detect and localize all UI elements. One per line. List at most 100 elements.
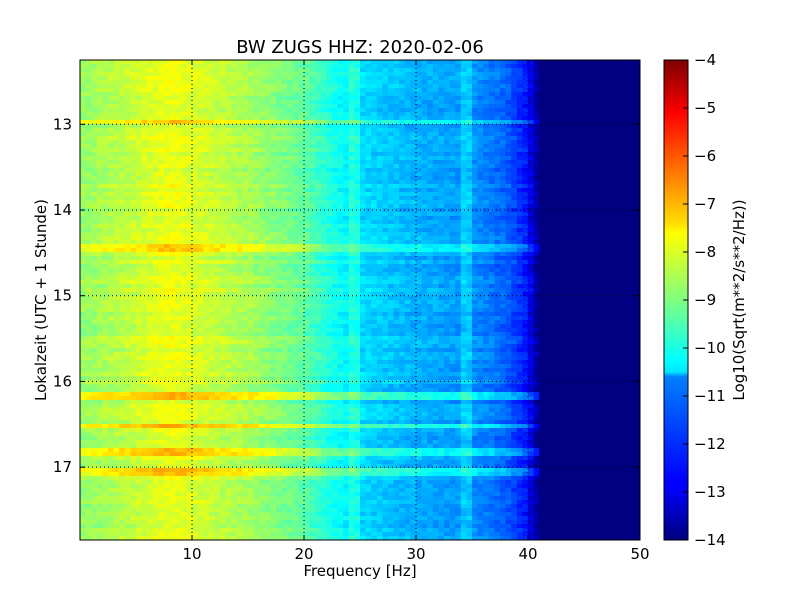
heatmap-cell: [113, 88, 120, 93]
heatmap-cell: [348, 228, 355, 233]
heatmap-cell: [623, 80, 630, 85]
heatmap-cell: [444, 148, 451, 153]
heatmap-cell: [628, 248, 635, 253]
heatmap-cell: [119, 180, 126, 185]
heatmap-cell: [572, 112, 579, 117]
heatmap-cell: [595, 80, 602, 85]
heatmap-cell: [169, 180, 176, 185]
heatmap-cell: [628, 164, 635, 169]
heatmap-cell: [438, 204, 445, 209]
heatmap-cell: [259, 72, 266, 77]
heatmap-cell: [158, 72, 165, 77]
heatmap-cell: [634, 232, 640, 237]
heatmap-cell: [276, 168, 283, 173]
heatmap-cell: [214, 148, 221, 153]
heatmap-cell: [164, 160, 171, 165]
heatmap-cell: [242, 76, 249, 81]
heatmap-cell: [253, 84, 260, 89]
heatmap-cell: [169, 96, 176, 101]
heatmap-cell: [236, 96, 243, 101]
heatmap-cell: [91, 140, 98, 145]
heatmap-cell: [203, 88, 210, 93]
heatmap-cell: [584, 212, 591, 217]
heatmap-cell: [343, 120, 350, 125]
heatmap-cell: [158, 256, 165, 261]
heatmap-cell: [332, 168, 339, 173]
heatmap-cell: [438, 196, 445, 201]
heatmap-cell: [326, 108, 333, 113]
heatmap-cell: [348, 136, 355, 141]
heatmap-cell: [444, 132, 451, 137]
heatmap-cell: [500, 220, 507, 225]
heatmap-cell: [399, 68, 406, 73]
heatmap-cell: [589, 164, 596, 169]
heatmap-cell: [410, 188, 417, 193]
heatmap-cell: [393, 228, 400, 233]
heatmap-cell: [550, 212, 557, 217]
heatmap-cell: [287, 68, 294, 73]
heatmap-cell: [175, 176, 182, 181]
heatmap-cell: [169, 104, 176, 109]
heatmap-cell: [119, 196, 126, 201]
heatmap-cell: [158, 68, 165, 73]
heatmap-cell: [136, 244, 143, 249]
heatmap-cell: [292, 128, 299, 133]
heatmap-cell: [572, 88, 579, 93]
heatmap-cell: [236, 116, 243, 121]
heatmap-cell: [528, 168, 535, 173]
heatmap-cell: [253, 76, 260, 81]
heatmap-cell: [208, 108, 215, 113]
heatmap-cell: [208, 212, 215, 217]
heatmap-cell: [242, 136, 249, 141]
heatmap-cell: [85, 116, 92, 121]
heatmap-cell: [612, 112, 619, 117]
heatmap-cell: [360, 208, 367, 213]
heatmap-cell: [253, 168, 260, 173]
heatmap-cell: [119, 152, 126, 157]
heatmap-cell: [141, 236, 148, 241]
heatmap-cell: [438, 256, 445, 261]
heatmap-cell: [477, 256, 484, 261]
heatmap-cell: [208, 128, 215, 133]
heatmap-cell: [421, 248, 428, 253]
heatmap-cell: [236, 240, 243, 245]
heatmap-cell: [466, 252, 473, 257]
heatmap-cell: [180, 160, 187, 165]
heatmap-cell: [326, 128, 333, 133]
heatmap-cell: [158, 128, 165, 133]
heatmap-cell: [147, 80, 154, 85]
heatmap-cell: [488, 228, 495, 233]
heatmap-cell: [253, 196, 260, 201]
heatmap-cell: [203, 220, 210, 225]
heatmap-cell: [298, 168, 305, 173]
heatmap-cell: [511, 212, 518, 217]
heatmap-cell: [197, 172, 204, 177]
heatmap-cell: [511, 64, 518, 69]
heatmap-cell: [578, 244, 585, 249]
heatmap-cell: [248, 216, 255, 221]
heatmap-cell: [606, 156, 613, 161]
heatmap-cell: [455, 204, 462, 209]
heatmap-cell: [444, 88, 451, 93]
heatmap-cell: [623, 188, 630, 193]
heatmap-cell: [180, 172, 187, 177]
heatmap-cell: [259, 180, 266, 185]
heatmap-cell: [589, 76, 596, 81]
heatmap-cell: [326, 120, 333, 125]
heatmap-cell: [248, 224, 255, 229]
heatmap-cell: [371, 148, 378, 153]
heatmap-cell: [561, 100, 568, 105]
heatmap-cell: [147, 92, 154, 97]
heatmap-cell: [304, 180, 311, 185]
heatmap-cell: [584, 144, 591, 149]
heatmap-cell: [108, 176, 115, 181]
heatmap-cell: [164, 232, 171, 237]
heatmap-cell: [208, 72, 215, 77]
heatmap-cell: [612, 124, 619, 129]
heatmap-cell: [158, 188, 165, 193]
heatmap-cell: [287, 96, 294, 101]
heatmap-cell: [354, 104, 361, 109]
heatmap-cell: [432, 80, 439, 85]
heatmap-cell: [164, 148, 171, 153]
heatmap-cell: [561, 120, 568, 125]
